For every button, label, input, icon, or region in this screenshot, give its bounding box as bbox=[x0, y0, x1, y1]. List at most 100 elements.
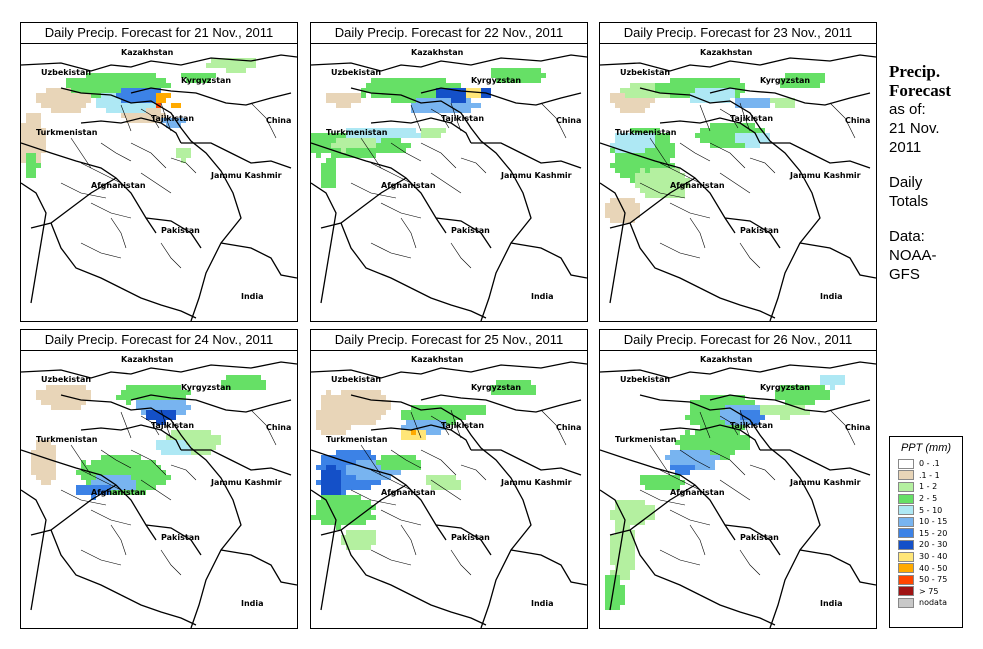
province-boundary bbox=[160, 549, 182, 576]
precip-cell bbox=[416, 435, 421, 440]
precip-cell bbox=[321, 410, 326, 415]
country-boundary bbox=[760, 142, 871, 169]
precip-cell bbox=[680, 435, 685, 440]
precip-cell bbox=[111, 470, 116, 475]
precip-cell bbox=[341, 153, 346, 158]
precip-cell bbox=[366, 148, 371, 153]
precip-cell bbox=[376, 465, 381, 470]
precip-cell bbox=[605, 575, 610, 580]
precip-cell bbox=[86, 93, 91, 98]
precip-cell bbox=[800, 78, 805, 83]
legend-swatch bbox=[898, 516, 914, 527]
precip-cell bbox=[326, 390, 331, 395]
map-background bbox=[600, 350, 876, 628]
precip-cell bbox=[381, 143, 386, 148]
precip-cell bbox=[740, 425, 745, 430]
precip-cell bbox=[376, 148, 381, 153]
precip-cell bbox=[610, 198, 615, 203]
precip-cell bbox=[116, 395, 121, 400]
precip-cell bbox=[31, 148, 36, 153]
precip-cell bbox=[685, 93, 690, 98]
precip-cell bbox=[321, 465, 326, 470]
precip-cell bbox=[625, 168, 630, 173]
precip-cell bbox=[366, 395, 371, 400]
precip-cell bbox=[810, 73, 815, 78]
precip-cell bbox=[46, 88, 51, 93]
precip-cell bbox=[331, 178, 336, 183]
precip-cell bbox=[800, 73, 805, 78]
precip-cell bbox=[720, 440, 725, 445]
precip-cell bbox=[411, 425, 416, 430]
precip-cell bbox=[26, 153, 31, 158]
precip-cell bbox=[675, 475, 680, 480]
precip-cell bbox=[725, 128, 730, 133]
precip-cell bbox=[126, 390, 131, 395]
precip-cell bbox=[745, 103, 750, 108]
precip-cell bbox=[361, 450, 366, 455]
precip-cell bbox=[640, 143, 645, 148]
province-boundary bbox=[719, 108, 739, 129]
precip-cell bbox=[685, 460, 690, 465]
precip-cell bbox=[161, 440, 166, 445]
precip-cell bbox=[36, 455, 41, 460]
precip-cell bbox=[356, 455, 361, 460]
precip-cell bbox=[615, 570, 620, 575]
label-turkmenistan: Turkmenistan bbox=[615, 435, 677, 444]
precip-cell bbox=[206, 450, 211, 455]
precip-cell bbox=[655, 163, 660, 168]
precip-cell bbox=[126, 103, 131, 108]
precip-cell bbox=[196, 78, 201, 83]
precip-cell bbox=[361, 148, 366, 153]
precip-cell bbox=[416, 415, 421, 420]
precip-cell bbox=[336, 510, 341, 515]
precip-cell bbox=[131, 490, 136, 495]
precip-cell bbox=[755, 415, 760, 420]
precip-cell bbox=[655, 83, 660, 88]
precip-cell bbox=[436, 108, 441, 113]
precip-cell bbox=[51, 390, 56, 395]
precip-cell bbox=[41, 440, 46, 445]
precip-cell bbox=[820, 390, 825, 395]
precip-cell bbox=[146, 113, 151, 118]
precip-cell bbox=[411, 455, 416, 460]
precip-cell bbox=[126, 465, 131, 470]
precip-cell bbox=[316, 138, 321, 143]
precip-cell bbox=[725, 450, 730, 455]
precip-cell bbox=[321, 183, 326, 188]
precip-cell bbox=[231, 375, 236, 380]
precip-cell bbox=[690, 405, 695, 410]
precip-cell bbox=[790, 410, 795, 415]
precip-cell bbox=[630, 178, 635, 183]
precip-cell bbox=[146, 93, 151, 98]
precip-cell bbox=[126, 78, 131, 83]
precip-cell bbox=[81, 390, 86, 395]
precip-cell bbox=[376, 475, 381, 480]
province-boundary bbox=[140, 172, 172, 194]
precip-cell bbox=[516, 390, 521, 395]
precip-cell bbox=[141, 470, 146, 475]
precip-cell bbox=[376, 410, 381, 415]
precip-cell bbox=[645, 183, 650, 188]
precip-cell bbox=[351, 535, 356, 540]
precip-cell bbox=[421, 93, 426, 98]
province-boundary bbox=[829, 102, 856, 139]
precip-cell bbox=[705, 465, 710, 470]
precip-cell bbox=[740, 98, 745, 103]
precip-cell bbox=[146, 390, 151, 395]
precip-cell bbox=[336, 93, 341, 98]
precip-cell bbox=[416, 410, 421, 415]
precip-cell bbox=[620, 88, 625, 93]
precip-cell bbox=[51, 93, 56, 98]
precip-cell bbox=[326, 485, 331, 490]
precip-cell bbox=[750, 420, 755, 425]
label-kazakhstan: Kazakhstan bbox=[700, 355, 753, 364]
precip-cell bbox=[171, 118, 176, 123]
precip-cell bbox=[820, 78, 825, 83]
precip-cell bbox=[605, 580, 610, 585]
precip-cell bbox=[630, 213, 635, 218]
precip-cell bbox=[615, 148, 620, 153]
precip-cell bbox=[471, 88, 476, 93]
province-boundary bbox=[719, 415, 739, 436]
precip-cell bbox=[156, 475, 161, 480]
precip-cell bbox=[81, 83, 86, 88]
